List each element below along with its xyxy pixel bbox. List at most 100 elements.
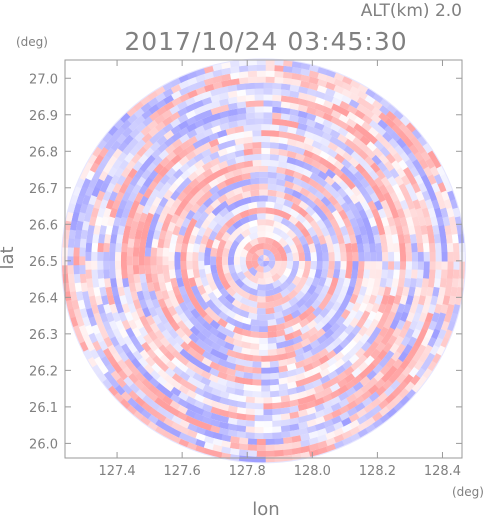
scan-cell: [371, 106, 383, 118]
scan-cell: [338, 180, 349, 191]
scan-cell: [433, 174, 444, 186]
scan-cell: [97, 260, 104, 270]
scan-cell: [128, 120, 140, 132]
scan-cell: [154, 418, 166, 430]
scan-cell: [305, 387, 316, 397]
scan-cell: [145, 212, 155, 223]
scan-cell: [287, 222, 299, 233]
scan-cell: [171, 372, 183, 384]
scan-cell: [72, 324, 82, 336]
scan-cell: [175, 327, 186, 339]
x-tick-label: 127.8: [229, 464, 266, 479]
scan-cell: [308, 268, 317, 279]
scan-cell: [194, 345, 206, 356]
scan-cell: [276, 166, 287, 175]
scan-cell: [354, 201, 364, 213]
scan-cell: [323, 328, 335, 340]
scan-cell: [217, 311, 229, 322]
scan-cell: [126, 246, 134, 257]
scan-cell: [326, 356, 338, 367]
scan-cell: [210, 112, 222, 122]
scan-cell: [311, 372, 323, 382]
scan-cell: [98, 233, 106, 244]
scan-cell: [271, 396, 282, 404]
scan-cell: [208, 280, 218, 292]
scan-cell: [316, 434, 328, 443]
scan-cell: [405, 251, 413, 262]
scan-cell: [180, 268, 189, 279]
scan-cell: [452, 242, 460, 253]
scan-cell: [269, 266, 279, 277]
scan-cell: [254, 94, 265, 101]
scan-cell: [209, 425, 221, 434]
scan-cell: [81, 332, 92, 344]
scan-cell: [149, 322, 160, 334]
scan-cell: [210, 94, 222, 103]
scan-cell: [297, 415, 309, 424]
scan-cell: [375, 385, 387, 397]
scan-cell: [399, 311, 409, 323]
scan-cell: [179, 209, 189, 220]
scan-cell: [102, 131, 113, 143]
scan-cell: [73, 202, 82, 214]
scan-cell: [430, 216, 439, 227]
scan-cell: [387, 216, 396, 228]
scan-cell: [197, 203, 208, 215]
scan-cell: [387, 145, 398, 157]
scan-cell: [438, 225, 446, 236]
scan-cell: [272, 279, 283, 289]
scan-cell: [391, 233, 400, 245]
scan-cell: [307, 185, 319, 196]
scan-cell: [280, 395, 291, 403]
scan-cell: [418, 182, 428, 194]
scan-cell: [152, 172, 164, 184]
scan-cell: [337, 133, 349, 144]
scan-cell: [280, 287, 291, 298]
scan-cell: [178, 73, 190, 83]
scan-cell: [338, 331, 349, 342]
scan-cell: [335, 316, 346, 327]
scan-cell: [340, 251, 347, 262]
scan-cell: [272, 233, 283, 243]
scan-cell: [380, 334, 391, 346]
scan-cell: [280, 425, 291, 433]
scan-cell: [313, 197, 325, 208]
scan-cell: [138, 153, 149, 165]
scan-cell: [227, 417, 238, 425]
scan-cell: [324, 175, 336, 187]
scan-cell: [93, 286, 101, 297]
scan-cell: [216, 377, 228, 386]
scan-cell: [128, 137, 140, 149]
scan-cell: [248, 287, 258, 296]
scan-cell: [256, 277, 266, 285]
scan-cell: [188, 194, 200, 206]
scan-cell: [225, 380, 236, 389]
scan-cell: [274, 71, 285, 78]
scan-cell: [126, 264, 134, 275]
scan-cell: [97, 242, 105, 253]
scan-cell: [298, 311, 309, 322]
scan-cell: [218, 427, 229, 436]
scan-cell: [304, 305, 316, 316]
scan-cell: [83, 298, 92, 310]
scan-cell: [294, 353, 305, 363]
scan-cell: [265, 289, 275, 297]
scan-cell: [308, 243, 317, 253]
scan-cell: [333, 285, 343, 297]
scan-cell: [250, 189, 260, 197]
scan-cell: [103, 303, 112, 314]
scan-cell: [395, 286, 404, 297]
scan-cell: [321, 131, 333, 142]
scan-cell: [289, 208, 300, 219]
scan-cell: [377, 225, 386, 236]
scan-cell: [435, 260, 442, 271]
scan-cell: [447, 260, 454, 271]
scan-cell: [330, 277, 339, 288]
scan-cell: [428, 320, 438, 332]
scan-cell: [260, 379, 271, 386]
scan-cell: [269, 354, 280, 362]
scan-cell: [226, 157, 237, 167]
scan-cell: [168, 251, 175, 261]
scan-cell: [305, 125, 317, 134]
scan-cell: [427, 174, 438, 186]
